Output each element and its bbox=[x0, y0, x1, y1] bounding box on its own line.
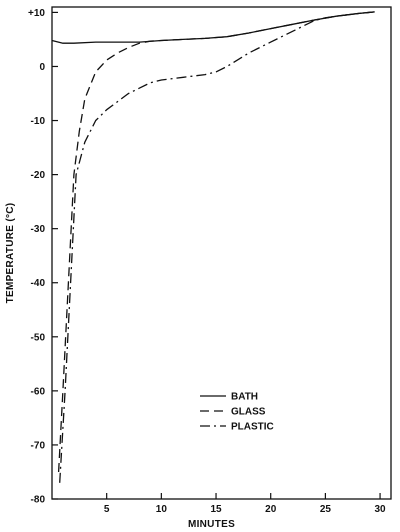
y-tick-label: -60 bbox=[31, 386, 46, 397]
legend-label-glass: GLASS bbox=[231, 407, 266, 418]
y-axis: +10 0 -10 -20 -30 -40 -50 -60 -70 -80 bbox=[28, 8, 58, 506]
y-tick-label: -20 bbox=[31, 170, 46, 181]
y-tick-label: -40 bbox=[31, 278, 46, 289]
x-tick-label: 10 bbox=[156, 504, 168, 515]
y-tick-label: -70 bbox=[31, 440, 46, 451]
x-tick-label: 20 bbox=[265, 504, 277, 515]
plot-frame bbox=[51, 6, 392, 500]
x-tick-label: 25 bbox=[320, 504, 332, 515]
x-tick-label: 5 bbox=[104, 504, 110, 515]
legend: BATH GLASS PLASTIC bbox=[200, 392, 274, 433]
y-tick-label: -50 bbox=[31, 332, 46, 343]
y-tick-label: -30 bbox=[31, 224, 46, 235]
y-axis-title: TEMPERATURE (°C) bbox=[5, 203, 16, 304]
x-tick-label: 30 bbox=[375, 504, 387, 515]
y-tick-label: -10 bbox=[31, 116, 46, 127]
series-line-plastic bbox=[59, 11, 375, 483]
legend-label-plastic: PLASTIC bbox=[231, 422, 274, 433]
y-tick-label: 0 bbox=[39, 62, 45, 73]
y-tick-label: -80 bbox=[31, 495, 46, 506]
series-line-bath bbox=[51, 11, 375, 44]
series-line-glass bbox=[57, 11, 375, 473]
legend-label-bath: BATH bbox=[231, 392, 258, 403]
x-axis-title: MINUTES bbox=[188, 519, 235, 530]
series-layer bbox=[51, 11, 375, 483]
x-axis: 5 10 15 20 25 30 bbox=[104, 493, 386, 515]
x-tick-label: 15 bbox=[210, 504, 222, 515]
y-tick-label: +10 bbox=[28, 8, 45, 19]
